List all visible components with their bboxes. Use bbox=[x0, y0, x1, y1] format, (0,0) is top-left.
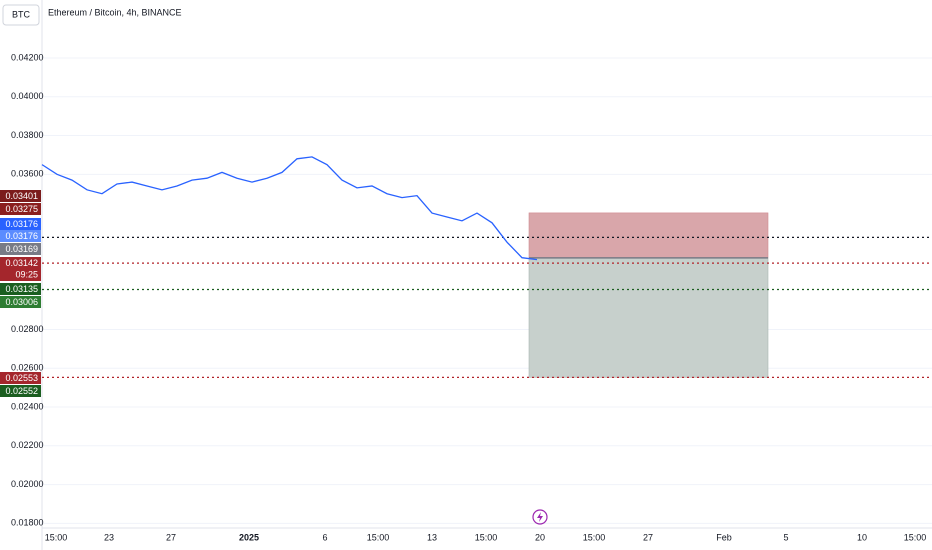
target-zone bbox=[528, 257, 769, 378]
x-tick-label: 15:00 bbox=[45, 532, 68, 542]
x-tick-label: 10 bbox=[857, 532, 867, 542]
x-tick-label: 23 bbox=[104, 532, 114, 542]
y-tick-label: 0.04000 bbox=[11, 91, 44, 101]
x-tick-label: Feb bbox=[716, 532, 732, 542]
x-tick-label: 27 bbox=[166, 532, 176, 542]
x-tick-label: 20 bbox=[535, 532, 545, 542]
price-tag-label: 0.03401 bbox=[5, 191, 38, 201]
x-tick-label: 27 bbox=[643, 532, 653, 542]
y-tick-label: 0.02600 bbox=[11, 363, 44, 373]
chart-title: Ethereum / Bitcoin, 4h, BINANCE bbox=[48, 7, 182, 17]
price-tag bbox=[0, 203, 41, 215]
x-tick-label: 15:00 bbox=[475, 532, 498, 542]
price-tag bbox=[0, 243, 41, 255]
stop-zone bbox=[528, 212, 769, 259]
x-tick-label: 15:00 bbox=[904, 532, 927, 542]
price-tag-sub: 09:25 bbox=[15, 269, 38, 279]
y-tick-label: 0.02200 bbox=[11, 440, 44, 450]
price-tag-label: 0.02553 bbox=[5, 373, 38, 383]
price-tag-label: 0.03006 bbox=[5, 297, 38, 307]
price-tag-label: 0.03142 bbox=[5, 258, 38, 268]
x-tick-label: 13 bbox=[427, 532, 437, 542]
y-tick-label: 0.04200 bbox=[11, 52, 44, 62]
price-tag-label: 0.03176 bbox=[5, 219, 38, 229]
x-tick-label: 2025 bbox=[239, 532, 259, 542]
x-tick-label: 5 bbox=[783, 532, 788, 542]
price-tag-label: 0.03169 bbox=[5, 244, 38, 254]
x-tick-label: 15:00 bbox=[367, 532, 390, 542]
y-tick-label: 0.02000 bbox=[11, 479, 44, 489]
price-tag-label: 0.02552 bbox=[5, 386, 38, 396]
price-tag bbox=[0, 372, 41, 384]
price-tag bbox=[0, 385, 41, 397]
x-tick-label: 6 bbox=[322, 532, 327, 542]
price-tag-label: 0.03135 bbox=[5, 284, 38, 294]
y-tick-label: 0.03800 bbox=[11, 130, 44, 140]
price-tag bbox=[0, 257, 41, 281]
price-tag bbox=[0, 283, 41, 295]
price-tag bbox=[0, 218, 41, 230]
price-tag bbox=[0, 230, 41, 242]
y-tick-label: 0.03600 bbox=[11, 169, 44, 179]
symbol-box[interactable] bbox=[2, 4, 40, 26]
price-tag-label: 0.03176 bbox=[5, 231, 38, 241]
y-tick-label: 0.01800 bbox=[11, 518, 44, 528]
y-tick-label: 0.02400 bbox=[11, 401, 44, 411]
price-tag bbox=[0, 296, 41, 308]
price-tag-label: 0.03275 bbox=[5, 204, 38, 214]
y-tick-label: 0.02800 bbox=[11, 324, 44, 334]
price-line bbox=[41, 156, 538, 261]
x-tick-label: 15:00 bbox=[583, 532, 606, 542]
price-tag bbox=[0, 190, 41, 202]
symbol: BTC bbox=[12, 9, 31, 19]
event-icon[interactable] bbox=[532, 509, 548, 525]
